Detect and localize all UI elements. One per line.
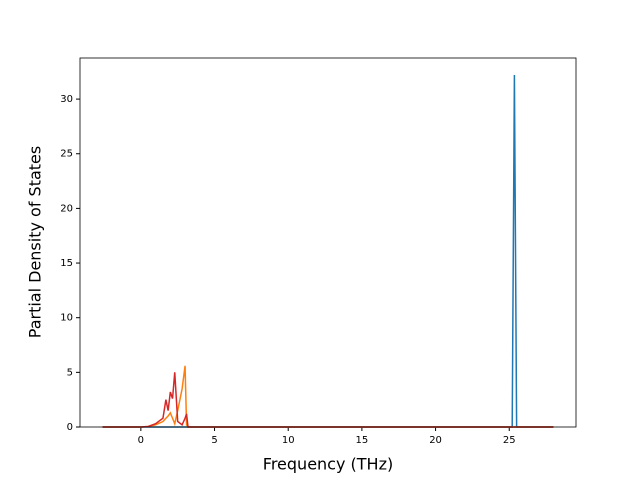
y-tick-label: 20 [60, 203, 73, 214]
y-tick-label: 0 [67, 422, 73, 433]
y-axis-label: Partial Density of States [26, 146, 45, 338]
x-tick-label: 10 [282, 435, 295, 446]
plot-frame [79, 57, 577, 428]
x-tick-label: 25 [503, 435, 516, 446]
y-tick-label: 5 [67, 367, 73, 378]
x-tick-label: 15 [356, 435, 369, 446]
y-tick-label: 30 [60, 94, 73, 105]
y-tick-label: 15 [60, 258, 73, 269]
x-axis-label: Frequency (THz) [263, 455, 393, 474]
series-line [102, 75, 554, 428]
x-tick-label: 20 [429, 435, 442, 446]
x-tick-label: 0 [138, 435, 144, 446]
y-tick-label: 10 [60, 313, 73, 324]
series-line [102, 372, 554, 428]
y-tick-label: 25 [60, 149, 73, 160]
x-tick-label: 5 [211, 435, 217, 446]
